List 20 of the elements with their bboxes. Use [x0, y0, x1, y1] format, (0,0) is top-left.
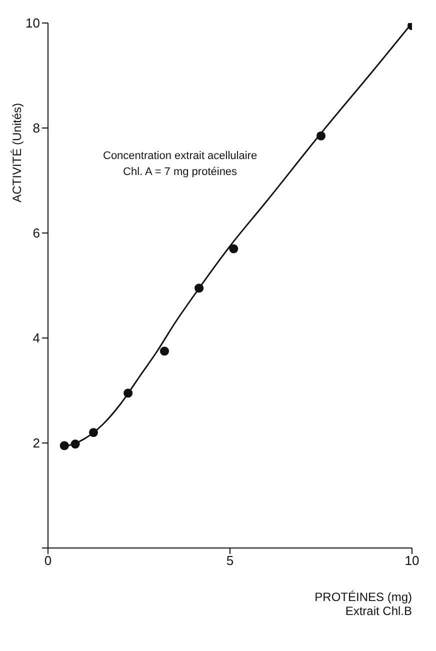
x-tick-label: 5 — [226, 553, 234, 568]
point — [124, 388, 133, 398]
x-tick-label: 10 — [404, 553, 420, 568]
point — [316, 131, 326, 140]
y-tick-label: 10 — [26, 16, 40, 31]
annotation: Concentration extrait acellulaire — [103, 149, 258, 164]
y-tick-label: 2 — [32, 436, 40, 451]
point — [88, 428, 98, 438]
point — [194, 284, 204, 293]
point — [229, 244, 238, 254]
y-tick-label: 4 — [32, 330, 40, 346]
x-axis-title: PROTÉINES (mg) Extrait Chl.B — [314, 590, 412, 618]
point — [160, 346, 169, 356]
point — [70, 440, 80, 449]
x-tick-label: 0 — [44, 553, 52, 568]
point — [60, 441, 69, 450]
annotation: Chl. A = 7 mg protéines — [122, 165, 238, 180]
y-axis-title: ACTIVITÉ (Unités) — [10, 103, 24, 202]
y-tick-label: 8 — [32, 120, 40, 136]
y-tick-label: 6 — [32, 226, 40, 241]
